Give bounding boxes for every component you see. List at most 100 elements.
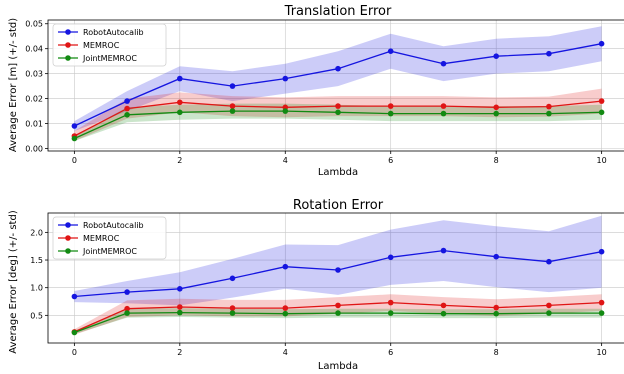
y-tick-label: 0.05 <box>25 20 43 29</box>
data-point-memroc <box>229 305 236 311</box>
legend-label-memroc: MEMROC <box>83 234 120 243</box>
data-point-robotautocalib <box>177 75 183 82</box>
y-axis-label: Average Error [m] (+/- std) <box>8 18 19 152</box>
data-point-robotautocalib <box>71 293 78 300</box>
x-axis-label: Lambda <box>318 361 358 372</box>
data-point-jointmemroc <box>282 310 289 317</box>
legend: RobotAutocalib MEMROC JointMEMROC <box>52 216 167 260</box>
x-tick-label: 0 <box>72 348 77 357</box>
data-point-robotautocalib <box>546 50 552 57</box>
data-point-jointmemroc <box>71 135 78 142</box>
x-tick-label: 2 <box>177 348 182 357</box>
legend-marker-memroc <box>65 42 71 48</box>
legend-label-memroc: MEMROC <box>83 41 120 50</box>
data-point-jointmemroc <box>598 109 605 116</box>
data-point-memroc <box>282 305 289 311</box>
data-point-memroc <box>493 304 500 311</box>
y-tick-label: 1.0 <box>30 284 43 293</box>
y-axis-label: Average Error [deg] (+/- std) <box>8 210 19 354</box>
legend: RobotAutocalib MEMROC JointMEMROC <box>52 23 167 67</box>
legend-box <box>52 23 167 67</box>
y-tick-labels: 0.00 0.01 0.02 0.03 0.04 0.05 <box>25 20 43 154</box>
data-point-jointmemroc <box>546 310 552 316</box>
data-point-robotautocalib <box>387 48 394 54</box>
x-tick-label: 0 <box>72 156 77 165</box>
legend-marker-jointmemroc <box>65 248 71 254</box>
legend-label-robotautocalib: RobotAutocalib <box>83 221 144 230</box>
data-point-memroc <box>598 98 605 104</box>
data-point-jointmemroc <box>546 110 552 117</box>
std-band-robotautocalib <box>74 26 602 132</box>
x-tick-label: 6 <box>388 348 393 357</box>
data-point-memroc <box>335 302 341 309</box>
legend-marker-jointmemroc <box>65 55 71 61</box>
data-point-jointmemroc <box>387 310 394 316</box>
data-point-robotautocalib <box>440 60 447 67</box>
y-tick-label: 0.5 <box>30 311 43 320</box>
legend-label-jointmemroc: JointMEMROC <box>82 247 137 256</box>
data-point-memroc <box>493 104 500 111</box>
data-point-jointmemroc <box>71 329 78 336</box>
data-point-robotautocalib <box>598 40 605 47</box>
data-point-memroc <box>440 103 447 109</box>
data-point-jointmemroc <box>229 310 236 316</box>
data-point-robotautocalib <box>124 98 130 104</box>
data-point-robotautocalib <box>546 258 552 265</box>
plot-frame <box>47 19 624 152</box>
data-point-robotautocalib <box>493 53 500 59</box>
data-point-robotautocalib <box>387 254 394 261</box>
data-point-jointmemroc <box>335 310 341 316</box>
data-point-robotautocalib <box>282 75 289 82</box>
y-tick-label: 2.0 <box>30 228 43 237</box>
data-point-robotautocalib <box>124 289 130 295</box>
data-point-memroc <box>177 99 183 106</box>
data-point-robotautocalib <box>335 267 341 273</box>
series-lines <box>71 40 605 142</box>
y-tick-labels: 0.5 1.0 1.5 2.0 <box>30 228 43 320</box>
data-point-memroc <box>387 299 394 306</box>
legend-box <box>52 216 167 260</box>
data-point-robotautocalib <box>440 247 447 254</box>
std-band-jointmemroc <box>74 308 602 335</box>
legend-label-jointmemroc: JointMEMROC <box>82 54 137 63</box>
data-point-robotautocalib <box>282 263 289 270</box>
data-point-jointmemroc <box>440 310 447 317</box>
x-tick-label: 10 <box>597 348 607 357</box>
data-point-memroc <box>387 103 394 109</box>
y-tick-label: 0.03 <box>25 70 43 79</box>
data-point-jointmemroc <box>493 110 500 117</box>
chart-title: Rotation Error <box>293 198 384 213</box>
data-point-jointmemroc <box>440 110 447 117</box>
data-point-memroc <box>177 304 183 310</box>
x-tick-labels: 0 2 4 6 8 10 <box>72 156 607 165</box>
data-point-robotautocalib <box>598 248 605 255</box>
data-point-jointmemroc <box>177 109 183 116</box>
data-point-memroc <box>124 105 130 112</box>
legend-marker-memroc <box>65 235 71 241</box>
chart-title: Translation Error <box>284 4 392 19</box>
data-point-jointmemroc <box>282 108 289 114</box>
y-tick-label: 1.5 <box>30 256 43 265</box>
x-tick-labels: 0 2 4 6 8 10 <box>72 348 607 357</box>
legend-marker-robotautocalib <box>65 222 71 228</box>
y-tick-label: 0.04 <box>25 45 43 54</box>
data-point-memroc <box>124 305 130 312</box>
data-point-jointmemroc <box>229 108 236 114</box>
data-point-robotautocalib <box>335 65 341 72</box>
x-tick-label: 6 <box>388 156 393 165</box>
std-band-jointmemroc <box>74 103 602 141</box>
data-point-memroc <box>229 103 236 109</box>
data-point-jointmemroc <box>598 310 605 316</box>
data-point-memroc <box>335 103 341 109</box>
x-tick-label: 10 <box>597 156 607 165</box>
x-tick-label: 4 <box>283 348 288 357</box>
data-point-jointmemroc <box>177 309 183 316</box>
data-point-memroc <box>546 302 552 309</box>
data-point-robotautocalib <box>229 83 236 89</box>
data-point-robotautocalib <box>71 123 78 129</box>
data-point-robotautocalib <box>177 286 183 292</box>
x-axis-label: Lambda <box>318 167 358 178</box>
std-band-memroc <box>74 294 602 335</box>
y-tick-label: 0.01 <box>25 120 43 129</box>
data-point-memroc <box>440 302 447 309</box>
